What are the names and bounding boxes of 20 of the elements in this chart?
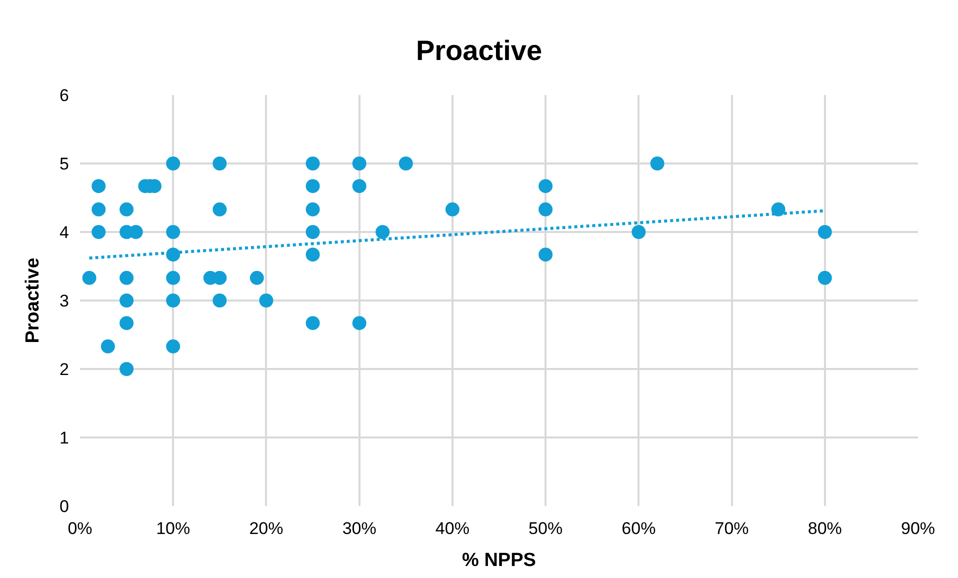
chart-title: Proactive — [416, 35, 542, 66]
x-tick-label: 40% — [435, 519, 470, 538]
y-axis-title: Proactive — [22, 258, 44, 344]
x-tick-label: 90% — [900, 519, 936, 538]
y-tick-label: 6 — [60, 86, 69, 105]
x-tick-label: 30% — [342, 519, 376, 538]
y-tick-label: 0 — [60, 496, 69, 516]
x-tick-label: 20% — [249, 519, 284, 538]
y-tick-label: 3 — [60, 291, 69, 310]
x-tick-label: 70% — [714, 519, 749, 538]
x-tick-label: 0% — [68, 519, 92, 538]
x-tick-label: 50% — [528, 519, 563, 538]
y-tick-label: 5 — [60, 154, 69, 174]
y-tick-label: 4 — [60, 222, 69, 242]
x-tick-label: 60% — [622, 519, 656, 538]
x-axis-title: % NPPS — [462, 550, 536, 571]
y-tick-label: 1 — [60, 428, 69, 448]
x-tick-label: 10% — [156, 519, 190, 538]
y-tick-label: 2 — [60, 360, 69, 379]
x-tick-label: 80% — [808, 519, 842, 538]
